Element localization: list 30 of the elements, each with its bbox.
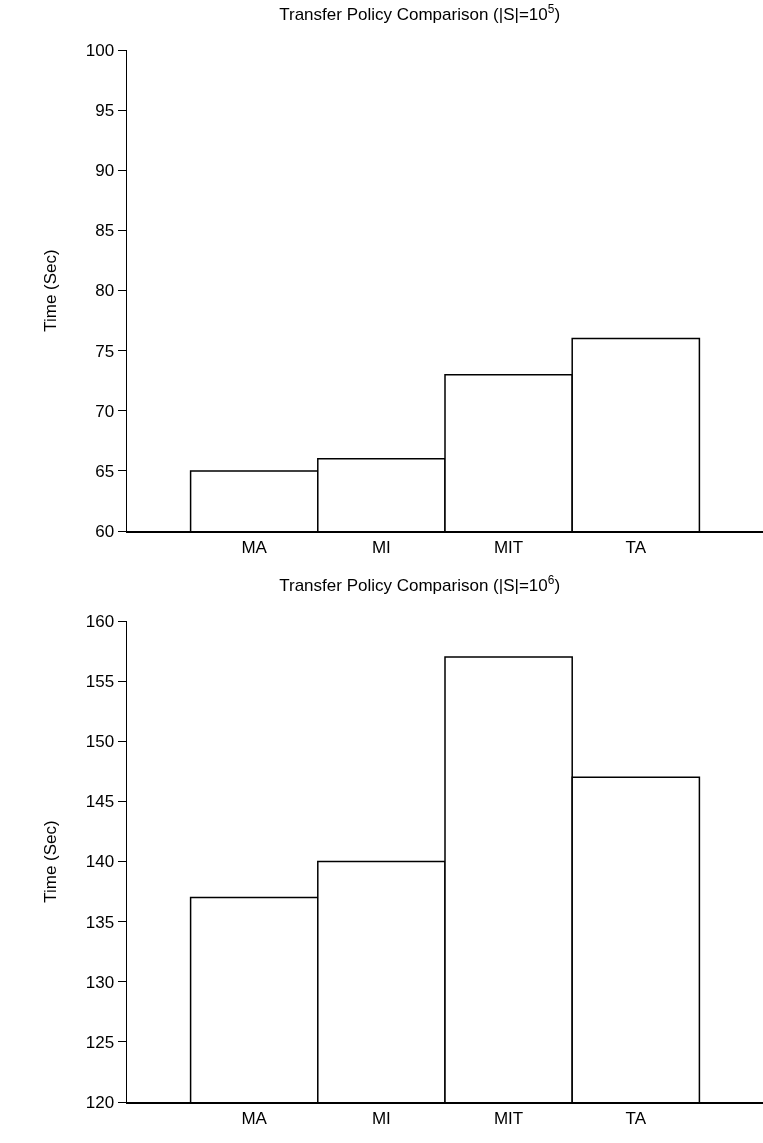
y-tick-label: 100: [85, 40, 115, 60]
y-axis-title: Time (Sec): [40, 249, 60, 332]
y-tick-label: 60: [95, 521, 115, 541]
y-tick-label: 65: [95, 461, 115, 481]
x-tick-label: TA: [625, 537, 647, 557]
y-tick-label: 145: [85, 792, 115, 812]
y-tick-label: 140: [85, 852, 115, 872]
y-tick-label: 155: [85, 672, 115, 692]
x-tick-label: TA: [625, 1108, 647, 1128]
chart-title: Transfer Policy Comparison (|S|=10$^{6}$): [279, 573, 561, 596]
x-tick-label: MIT: [493, 537, 524, 557]
y-axis-title: Time (Sec): [40, 820, 60, 903]
y-tick-label: 120: [85, 1092, 115, 1112]
x-tick-label: MA: [241, 537, 268, 557]
x-tick-label: MIT: [493, 1108, 524, 1128]
y-tick-label: 130: [85, 972, 115, 992]
y-tick-label: 150: [85, 732, 115, 752]
y-tick-label: 85: [95, 221, 115, 241]
x-tick-label: MA: [241, 1108, 268, 1128]
y-tick-label: 125: [85, 1032, 115, 1052]
chart-title: Transfer Policy Comparison (|S|=10$^{5}$): [279, 2, 561, 25]
y-tick-label: 135: [85, 912, 115, 932]
y-tick-label: 95: [95, 101, 115, 121]
y-tick-label: 75: [95, 341, 115, 361]
y-tick-label: 80: [95, 281, 115, 301]
y-tick-label: 90: [95, 161, 115, 181]
y-tick-label: 160: [85, 611, 115, 631]
y-tick-label: 70: [95, 401, 115, 421]
x-tick-label: MI: [371, 537, 391, 557]
x-tick-label: MI: [371, 1108, 391, 1128]
